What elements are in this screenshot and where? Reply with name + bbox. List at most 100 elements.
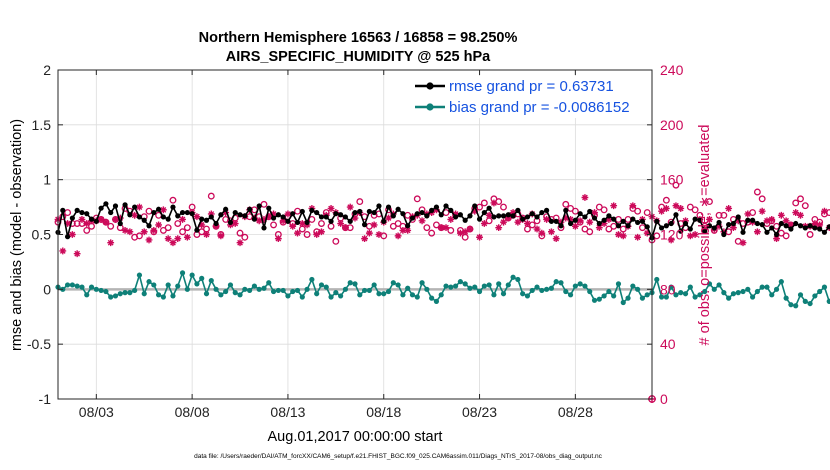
obs-evaluated-marker [318, 228, 325, 236]
bias-point [261, 285, 267, 291]
obs-evaluated-marker [682, 217, 689, 225]
bias-point [342, 286, 349, 292]
bias-point [821, 284, 828, 290]
y-tick-label: -0.5 [27, 336, 51, 352]
obs-evaluated-marker [370, 221, 378, 229]
bias-point [510, 274, 516, 280]
rmse-point [697, 217, 703, 223]
obs-evaluated-marker [782, 217, 790, 225]
rmse-point [165, 216, 171, 222]
rmse-point [462, 217, 468, 223]
rmse-point [711, 225, 717, 231]
rmse-point [486, 205, 492, 211]
bias-point [309, 276, 315, 283]
rmse-point [395, 206, 401, 212]
obs-possible-marker [653, 232, 661, 240]
obs-evaluated-marker [179, 216, 186, 223]
bias-point [802, 298, 808, 304]
bias-point [797, 292, 804, 298]
obs-evaluated-marker [78, 216, 86, 223]
bias-point [587, 288, 593, 295]
rmse-point [630, 216, 636, 222]
obs-evaluated-marker [758, 207, 766, 215]
rmse-point [285, 218, 291, 224]
rmse-point [323, 214, 329, 220]
obs-possible-marker [691, 206, 699, 214]
obs-evaluated-marker [121, 226, 129, 234]
rmse-point [591, 215, 598, 221]
obs-evaluated-marker [538, 229, 546, 237]
rmse-point [706, 223, 713, 229]
x-tick-label: 08/18 [366, 404, 401, 420]
obs-evaluated-marker [571, 222, 579, 230]
bias-point [280, 287, 286, 294]
bias-point [745, 286, 751, 292]
obs-possible-marker [83, 226, 91, 234]
legend-bias-marker [426, 103, 434, 111]
rmse-point [366, 208, 372, 215]
obs-possible-marker [643, 209, 651, 217]
bias-point [189, 272, 195, 278]
bias-point [524, 293, 531, 299]
bias-point [175, 283, 181, 289]
obs-evaluated-marker [461, 228, 469, 236]
bias-point [79, 284, 85, 290]
bias-point [754, 288, 760, 295]
bias-point [630, 283, 636, 289]
bias-point [414, 294, 420, 300]
bias-point [155, 292, 162, 298]
obs-evaluated-marker [514, 218, 522, 226]
rmse-point [807, 223, 813, 229]
bias-point [452, 283, 459, 289]
rmse-point [438, 212, 444, 218]
bias-point [400, 292, 406, 298]
rmse-point [314, 209, 320, 216]
rmse-point [385, 204, 392, 210]
y-tick-label: 1 [43, 172, 51, 188]
obs-evaluated-marker [557, 218, 565, 226]
obs-evaluated-marker [768, 216, 776, 223]
obs-evaluated-marker [552, 235, 560, 243]
rmse-point [793, 220, 799, 227]
rmse-point [275, 212, 281, 218]
rmse-point [338, 212, 344, 218]
rmse-point [773, 231, 780, 238]
bias-point [294, 287, 301, 294]
bias-point [515, 276, 521, 283]
bias-point [654, 276, 660, 283]
rmse-point [433, 204, 440, 210]
bias-point [376, 291, 382, 297]
bias-point [462, 281, 468, 287]
bias-point [290, 288, 296, 295]
rmse-point [294, 219, 301, 226]
rmse-point [663, 223, 669, 229]
rmse-point [601, 217, 607, 223]
rmse-point [496, 213, 502, 219]
obs-evaluated-marker [500, 218, 507, 226]
bias-point [663, 294, 669, 300]
bias-point [769, 292, 775, 298]
obs-evaluated-marker [83, 220, 91, 227]
obs-possible-marker [662, 196, 670, 204]
bias-point [223, 288, 229, 295]
bias-point [740, 288, 746, 295]
rmse-point [702, 228, 708, 234]
obs-evaluated-marker [490, 199, 498, 207]
rmse-point [577, 211, 583, 217]
obs-possible-marker [270, 221, 278, 229]
bias-point [615, 281, 622, 287]
bias-point [773, 286, 780, 292]
rmse-point [266, 205, 272, 211]
bias-point [534, 284, 540, 290]
obs-possible-marker [624, 215, 632, 223]
bias-point [270, 288, 277, 295]
obs-evaluated-marker [667, 236, 675, 244]
rmse-point [318, 214, 325, 220]
obs-evaluated-marker [169, 239, 177, 247]
bias-point [726, 295, 732, 301]
bias-point [328, 294, 334, 300]
obs-possible-marker [634, 207, 642, 215]
obs-evaluated-marker [605, 216, 613, 223]
x-tick-label: 08/08 [175, 404, 210, 420]
